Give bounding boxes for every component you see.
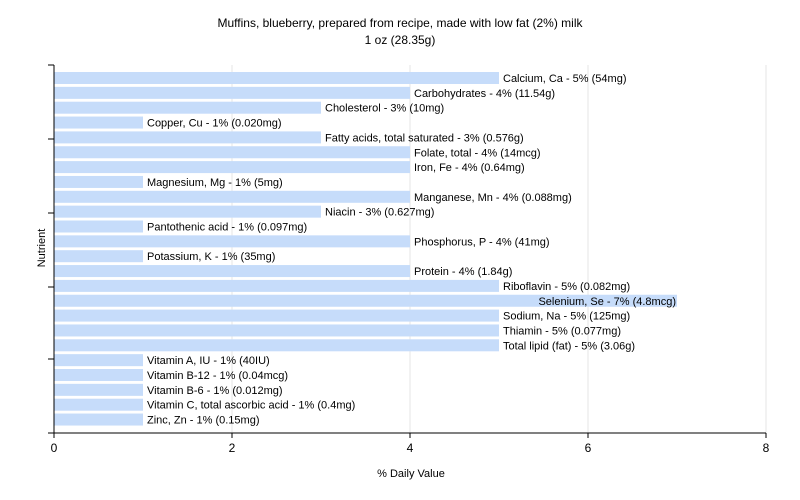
bars [54, 72, 677, 426]
data-label: Carbohydrates - 4% (11.54g) [414, 88, 555, 100]
bar [54, 131, 321, 144]
data-label: Magnesium, Mg - 1% (5mg) [147, 177, 283, 189]
bar [54, 250, 143, 263]
data-label: Potassium, K - 1% (35mg) [147, 251, 275, 263]
data-label: Folate, total - 4% (14mcg) [414, 147, 541, 159]
bar [54, 265, 410, 278]
bar [54, 309, 499, 322]
bar [54, 235, 410, 248]
data-label: Vitamin A, IU - 1% (40IU) [147, 355, 270, 367]
data-label: Zinc, Zn - 1% (0.15mg) [147, 415, 259, 427]
data-label: Niacin - 3% (0.627mg) [325, 207, 434, 219]
bar [54, 279, 499, 292]
data-label: Selenium, Se - 7% (4.8mcg) [538, 296, 676, 308]
bar [54, 72, 499, 84]
bar-labels: Calcium, Ca - 5% (54mg) Carbohydrates - 4… [147, 73, 676, 427]
bar [54, 116, 143, 129]
bar [54, 101, 321, 114]
bar [54, 383, 143, 396]
bar [54, 398, 143, 411]
bar [54, 354, 143, 367]
data-label: Vitamin B-12 - 1% (0.04mcg) [147, 370, 288, 382]
data-label: Sodium, Na - 5% (125mg) [503, 311, 630, 323]
data-label: Thiamin - 5% (0.077mg) [503, 325, 621, 337]
x-tick-label: 4 [407, 441, 414, 455]
data-label: Vitamin B-6 - 1% (0.012mg) [147, 385, 283, 397]
data-label: Fatty acids, total saturated - 3% (0.576… [325, 132, 524, 144]
data-label: Protein - 4% (1.84g) [414, 266, 512, 278]
x-tick-label: 0 [51, 441, 58, 455]
data-label: Iron, Fe - 4% (0.64mg) [414, 162, 525, 174]
x-tick-label: 8 [763, 441, 770, 455]
bar [54, 220, 143, 233]
chart-title: Muffins, blueberry, prepared from recipe… [217, 16, 583, 30]
data-label: Calcium, Ca - 5% (54mg) [503, 73, 626, 85]
bar [54, 294, 677, 307]
data-label: Cholesterol - 3% (10mg) [325, 103, 444, 115]
data-label: Copper, Cu - 1% (0.020mg) [147, 118, 282, 130]
bar [54, 161, 410, 174]
bar [54, 324, 499, 337]
x-tick-label: 6 [585, 441, 592, 455]
bar [54, 413, 143, 426]
grid-lines [231, 65, 767, 433]
y-axis-title: Nutrient [36, 229, 48, 268]
bar [54, 190, 410, 203]
x-tick-label: 2 [229, 441, 236, 455]
bar [54, 205, 321, 218]
data-label: Total lipid (fat) - 5% (3.06g) [503, 340, 635, 352]
bar [54, 175, 143, 188]
bar [54, 369, 143, 381]
data-label: Riboflavin - 5% (0.082mg) [503, 281, 630, 293]
data-label: Phosphorus, P - 4% (41mg) [414, 236, 550, 248]
axes: 0 2 4 6 8 [48, 64, 770, 455]
x-axis-title: % Daily Value [377, 468, 445, 480]
data-label: Pantothenic acid - 1% (0.097mg) [147, 222, 307, 234]
bar [54, 339, 499, 352]
bar [54, 86, 410, 99]
bar [54, 146, 410, 159]
data-label: Vitamin C, total ascorbic acid - 1% (0.4… [147, 400, 355, 412]
chart-subtitle: 1 oz (28.35g) [365, 33, 436, 47]
data-label: Manganese, Mn - 4% (0.088mg) [414, 192, 572, 204]
